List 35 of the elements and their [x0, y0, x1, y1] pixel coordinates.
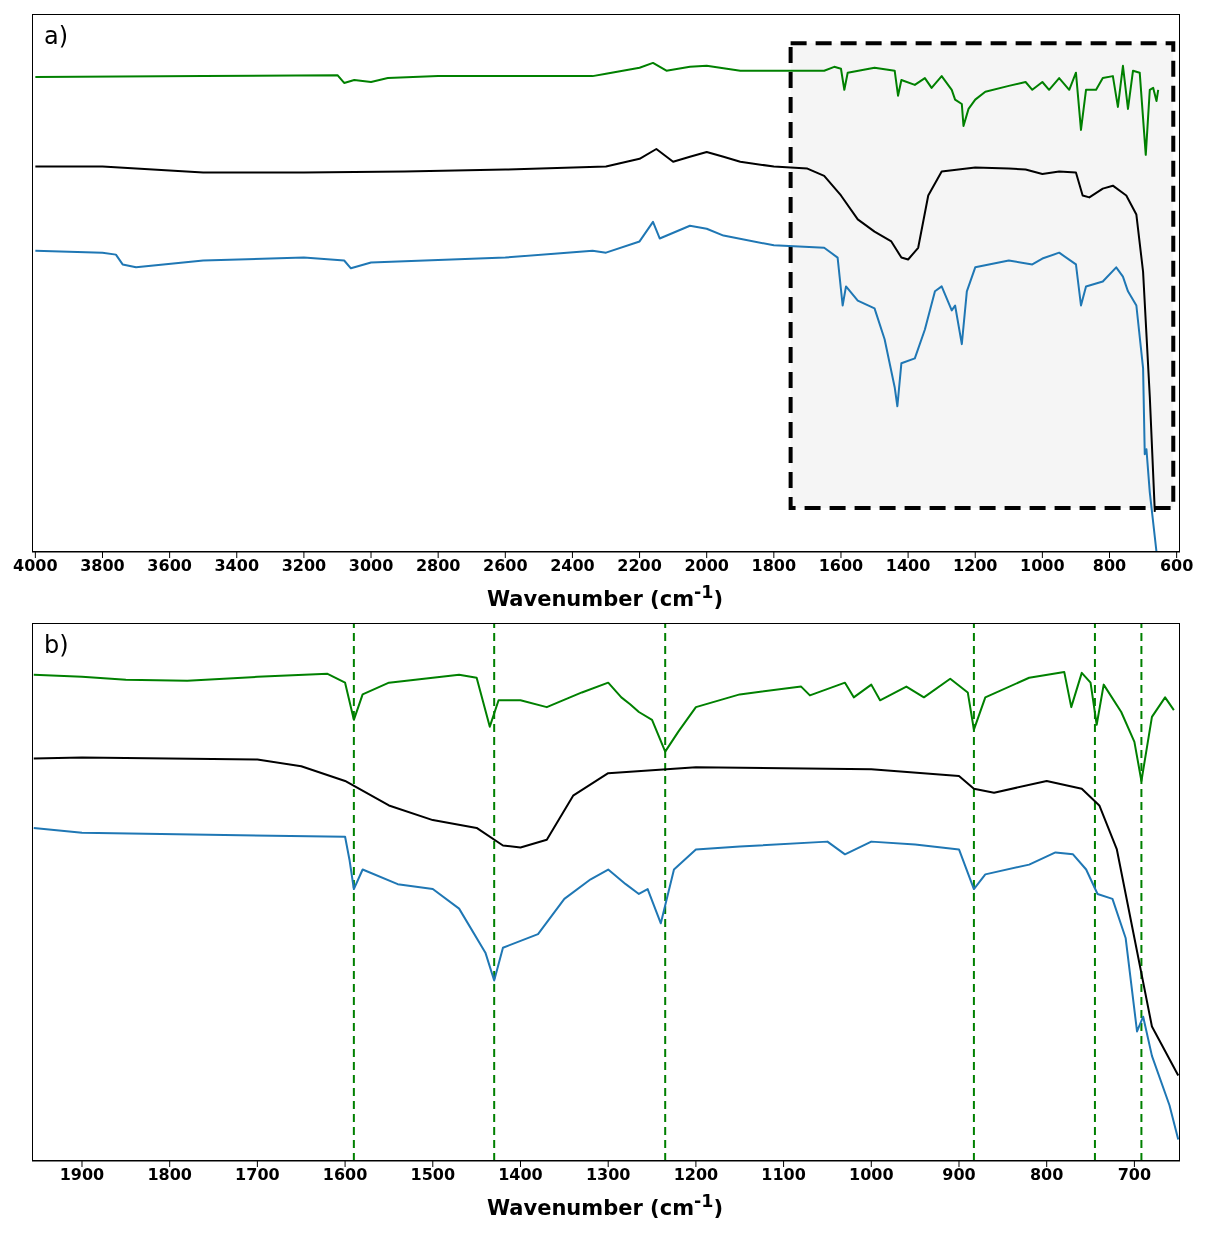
x-tick-label: 1000	[849, 1165, 894, 1185]
text: b)	[44, 631, 69, 659]
x-tick-label: 600	[1159, 556, 1194, 576]
x-tick-label: 1500	[410, 1165, 456, 1185]
x-tick-label: 800	[1092, 556, 1127, 576]
x-tick-label: 1600	[322, 1165, 368, 1185]
x-tick-label: 2000	[684, 556, 729, 576]
x-tick-label: 900	[942, 1165, 976, 1185]
x-tick-label: 3200	[281, 556, 327, 576]
x-tick-label: 1300	[585, 1165, 631, 1185]
x-tick-label: 1600	[818, 556, 864, 576]
x-tick-label: 2600	[483, 556, 528, 576]
x-tick-label: 800	[1029, 1165, 1064, 1185]
x-tick-label: 3400	[214, 556, 260, 576]
x-axis-title: Wavenumber (cm$^{-1}$)	[485, 582, 725, 611]
x-tick-label: 4000	[13, 556, 58, 576]
x-tick-label: 700	[1117, 1165, 1152, 1185]
x-tick-label: 1200	[673, 1165, 719, 1185]
text: a)	[44, 22, 69, 50]
x-tick-label: 3600	[147, 556, 192, 576]
x-tick-label: 1800	[751, 556, 797, 576]
x-tick-label: 1700	[235, 1165, 280, 1185]
x-tick-label: 1200	[952, 556, 998, 576]
x-tick-label: 2200	[617, 556, 662, 576]
x-tick-label: 1100	[761, 1165, 806, 1185]
x-tick-label: 2800	[415, 556, 461, 576]
x-tick-label: 1900	[59, 1165, 105, 1185]
x-tick-label: 1800	[147, 1165, 192, 1185]
x-tick-label: 3800	[80, 556, 125, 576]
x-tick-label: 1400	[498, 1165, 543, 1185]
x-tick-label: 2400	[550, 556, 595, 576]
x-axis-title: Wavenumber (cm$^{-1}$)	[485, 1191, 725, 1220]
x-tick-label: 1400	[885, 556, 931, 576]
x-tick-label: 3000	[348, 556, 394, 576]
x-tick-label: 1000	[1020, 556, 1065, 576]
